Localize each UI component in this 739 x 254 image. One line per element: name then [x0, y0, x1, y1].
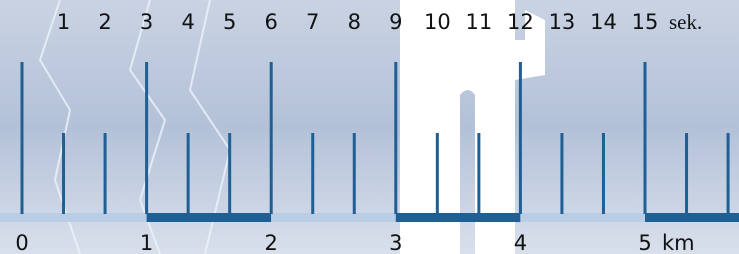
second-label: 13: [549, 10, 576, 34]
second-label: 15: [632, 10, 659, 34]
second-label: 11: [465, 10, 492, 34]
km-label: 3: [389, 231, 402, 254]
second-label: 6: [265, 10, 278, 34]
scale-segment: [645, 213, 739, 222]
second-label: 8: [348, 10, 361, 34]
km-label: 1: [140, 231, 153, 254]
scale-segment: [520, 213, 645, 222]
km-label: 0: [15, 231, 28, 254]
km-label: 4: [514, 231, 527, 254]
second-label: 14: [590, 10, 617, 34]
second-label: 4: [181, 10, 194, 34]
km-unit: km: [662, 231, 695, 254]
second-unit: sek.: [669, 10, 702, 34]
second-label: 9: [389, 10, 402, 34]
second-label: 3: [140, 10, 153, 34]
second-label: 2: [98, 10, 111, 34]
second-label: 12: [507, 10, 534, 34]
scale-segment: [0, 213, 147, 222]
second-label: 1: [57, 10, 70, 34]
scale-segment: [396, 213, 521, 222]
scale-segment: [147, 213, 272, 222]
km-label: 5: [638, 231, 651, 254]
second-label: 7: [306, 10, 319, 34]
second-label: 10: [424, 10, 451, 34]
thunder-distance-scale: 123456789101112131415sek.012345km: [0, 0, 739, 254]
second-label: 5: [223, 10, 236, 34]
scale-segment: [271, 213, 396, 222]
km-label: 2: [265, 231, 278, 254]
